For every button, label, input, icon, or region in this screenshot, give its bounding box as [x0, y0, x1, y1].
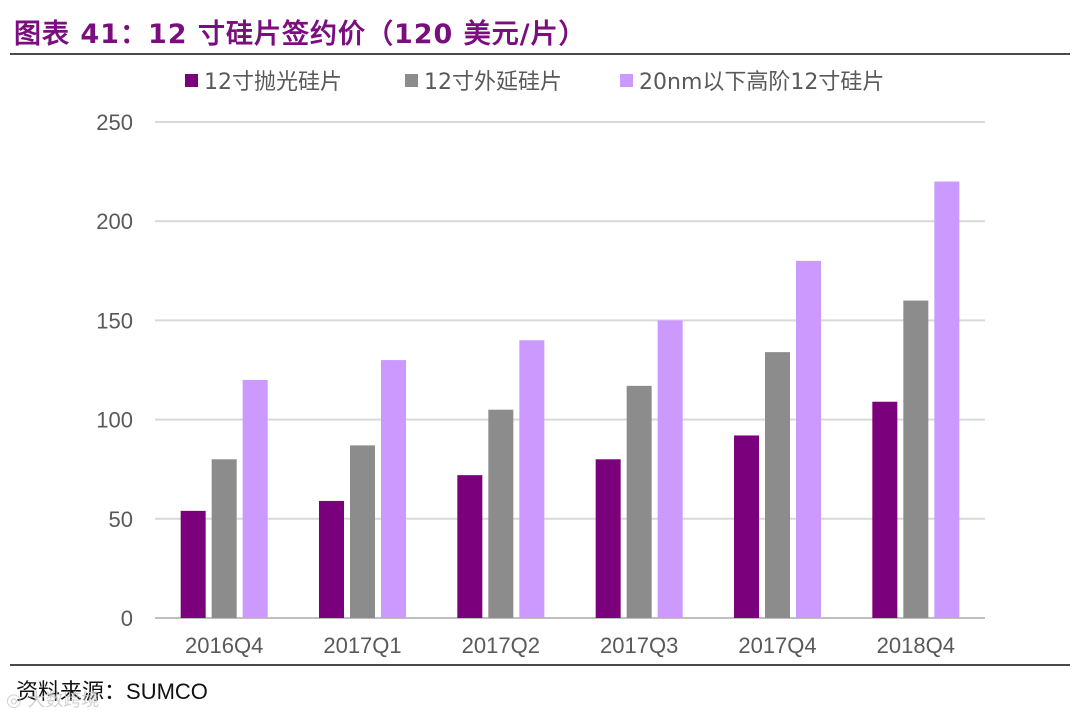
legend-swatch-2	[620, 74, 633, 87]
bar-2018Q4-series-2	[934, 181, 960, 618]
top-divider	[10, 53, 1070, 55]
bottom-divider	[10, 664, 1070, 666]
bar-2017Q1-series-1	[350, 445, 375, 618]
bar-chart: 12寸抛光硅片 12寸外延硅片 20nm以下高阶12寸硅片 0 50 100 150 200…	[96, 70, 985, 658]
legend-swatch-0	[185, 74, 198, 87]
bar-2018Q4-series-1	[903, 300, 929, 618]
x-tick-label: 2016Q4	[185, 633, 263, 658]
bar-2017Q4-series-2	[796, 260, 821, 618]
watermark: ◎ 大数跨境	[6, 690, 100, 711]
bar-2017Q4-series-0	[734, 435, 759, 618]
legend-label-1: 12寸外延硅片	[424, 70, 562, 95]
x-axis-ticks: 2016Q4 2017Q1 2017Q2 2017Q3 2017Q4 2018Q4	[185, 633, 955, 658]
gridlines	[155, 121, 985, 619]
bar-2018Q4-series-0	[872, 401, 898, 618]
y-axis-ticks: 0 50 100 150 200 250	[96, 110, 133, 631]
figure-title: 图表 41：12 寸硅片签约价（120 美元/片）	[14, 19, 587, 50]
x-tick-label: 2017Q4	[738, 633, 816, 658]
bar-2017Q3-series-1	[626, 385, 652, 618]
chart-legend: 12寸抛光硅片 12寸外延硅片 20nm以下高阶12寸硅片	[185, 70, 884, 95]
source-note: 资料来源：SUMCO	[16, 674, 208, 706]
legend-label-2: 20nm以下高阶12寸硅片	[639, 70, 884, 95]
source-label: 资料来源：	[16, 680, 127, 705]
bar-2017Q2-series-2	[519, 340, 545, 618]
y-tick-label: 200	[96, 209, 133, 234]
bar-2017Q3-series-2	[657, 320, 683, 618]
bar-2016Q4-series-1	[211, 459, 237, 618]
bars	[180, 181, 960, 618]
y-tick-label: 250	[96, 110, 133, 135]
x-tick-label: 2017Q1	[323, 633, 401, 658]
x-tick-label: 2017Q2	[462, 633, 540, 658]
bar-2017Q3-series-0	[595, 459, 621, 618]
bar-2017Q1-series-0	[319, 500, 344, 618]
legend-label-0: 12寸抛光硅片	[204, 70, 342, 95]
bar-2017Q2-series-0	[457, 475, 483, 618]
bar-2016Q4-series-2	[242, 379, 268, 618]
y-tick-label: 100	[96, 408, 133, 433]
bar-2017Q1-series-2	[381, 360, 406, 618]
legend-swatch-1	[405, 74, 418, 87]
source-value: SUMCO	[126, 679, 208, 704]
bar-2017Q2-series-1	[488, 409, 514, 618]
x-tick-label: 2018Q4	[877, 633, 955, 658]
y-tick-label: 50	[109, 507, 133, 532]
bar-2017Q4-series-1	[765, 352, 790, 618]
y-tick-label: 0	[121, 606, 133, 631]
y-tick-label: 150	[96, 308, 133, 333]
bar-2016Q4-series-0	[180, 510, 206, 618]
x-tick-label: 2017Q3	[600, 633, 678, 658]
